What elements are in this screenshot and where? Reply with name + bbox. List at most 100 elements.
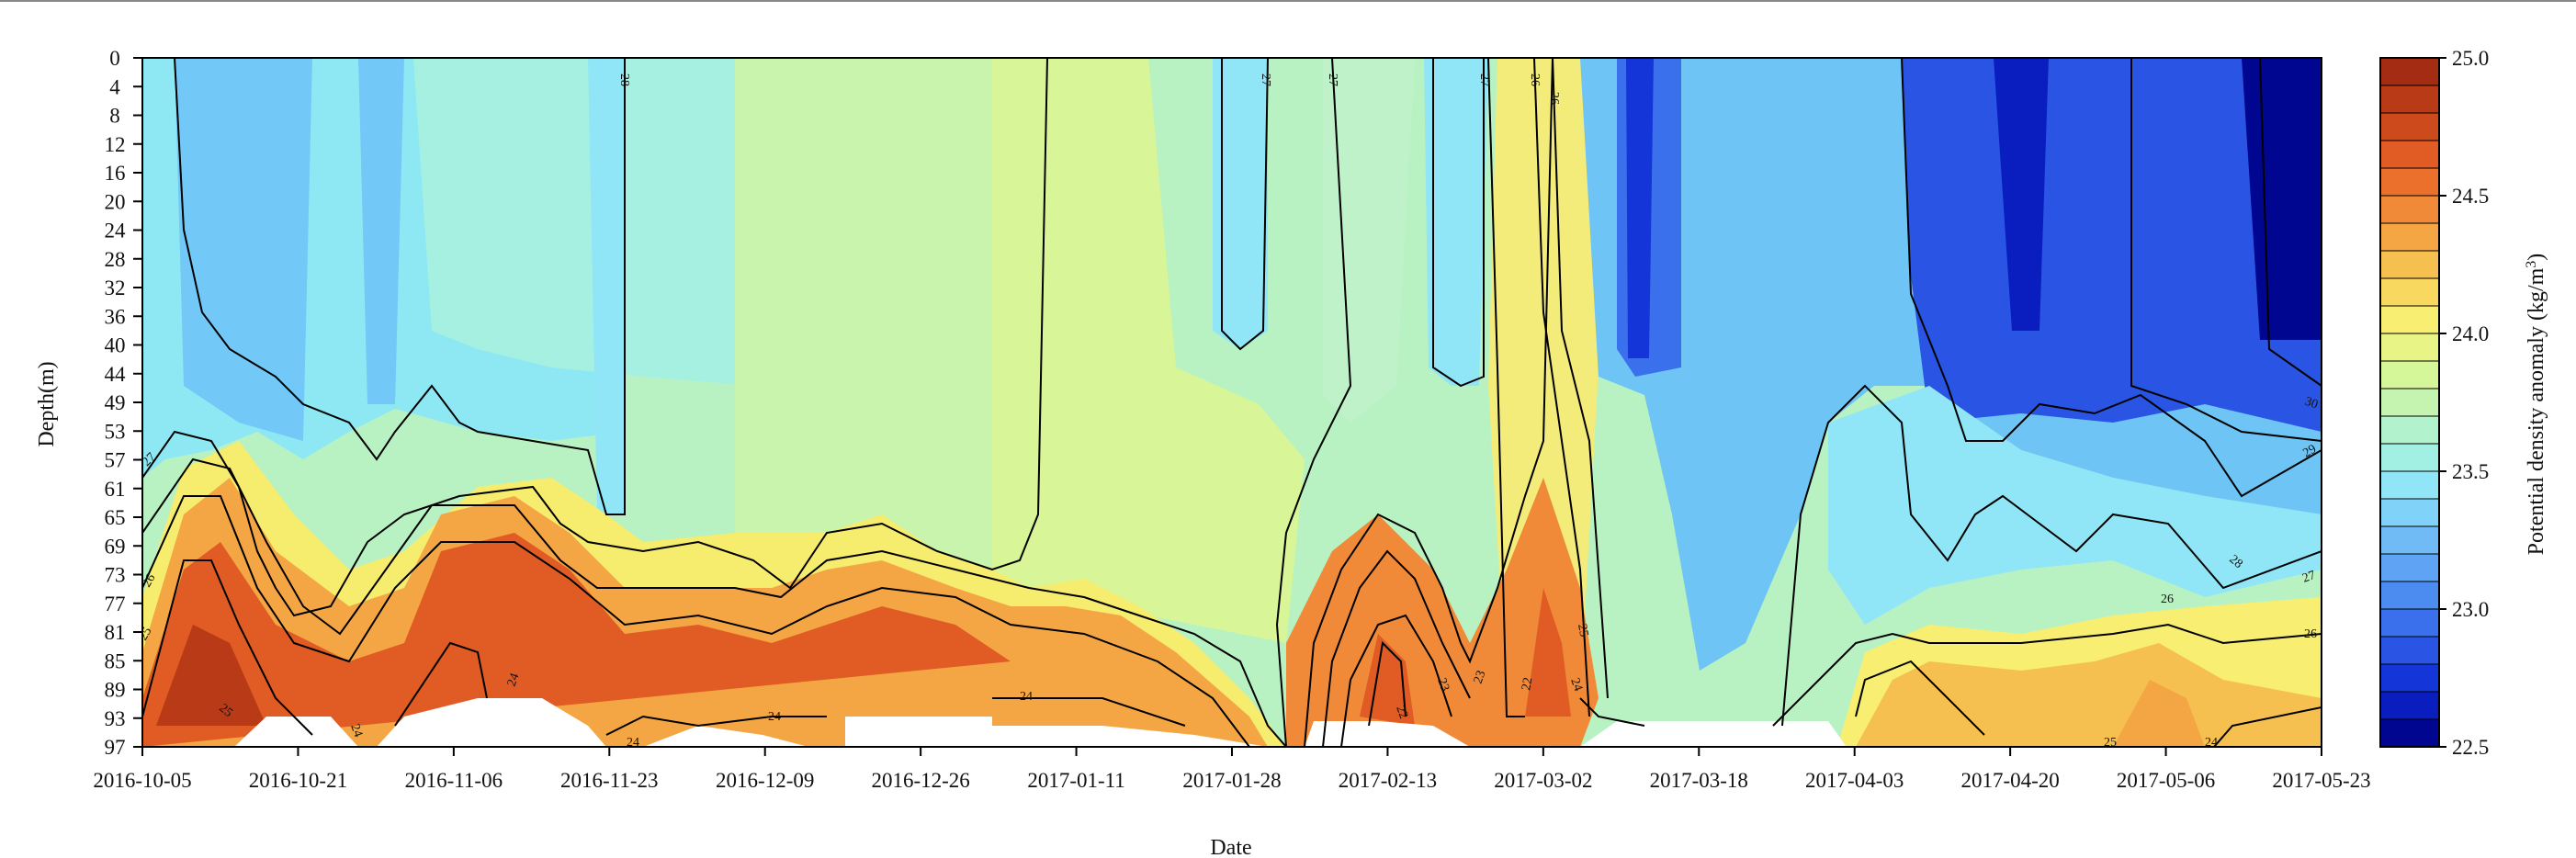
contour-label: 24	[2205, 736, 2218, 750]
x-tick-label: 2017-05-23	[2272, 769, 2370, 792]
colorbar-swatch	[2380, 306, 2439, 334]
contour-label: 23	[1472, 669, 1489, 685]
x-tick-label: 2016-12-09	[716, 769, 814, 792]
contour-label: 25	[2104, 736, 2117, 750]
nodata-patch-6	[1305, 721, 1470, 747]
y-tick-label: 0	[109, 47, 120, 70]
contour-line-6	[394, 641, 488, 727]
x-tick-label: 2016-12-26	[871, 769, 969, 792]
contour-line-8	[992, 697, 1186, 727]
region-cyan-strip-2	[1424, 58, 1488, 386]
y-tick-label: 44	[105, 363, 127, 386]
nodata-patch-1	[234, 717, 358, 747]
y-tick-label: 81	[105, 621, 126, 644]
region-cyan-strip-1	[1213, 58, 1268, 349]
colorbar-swatch	[2380, 609, 2439, 638]
x-tick-label: 2017-03-02	[1494, 769, 1592, 792]
y-tick-label: 49	[105, 391, 126, 414]
y-tick-label: 36	[105, 305, 126, 328]
region-blue-left-1	[175, 58, 312, 441]
contour-label: 28	[617, 73, 631, 86]
colorbar-tick-label: 25.0	[2452, 47, 2489, 70]
contour-line-12	[1322, 549, 1471, 747]
region-green-strip	[1323, 58, 1415, 423]
colorbar-swatch	[2380, 664, 2439, 693]
contour-line-16	[1487, 58, 1525, 717]
y-tick-label: 53	[105, 420, 126, 443]
contour-lines	[142, 58, 2322, 747]
x-tick-label: 2017-01-11	[1027, 769, 1124, 792]
region-teal-strip	[588, 58, 625, 514]
y-axis-title: Depth(m)	[35, 361, 59, 446]
y-tick-label: 24	[105, 220, 127, 243]
y-tick-label: 73	[105, 564, 126, 587]
y-tick-label: 69	[105, 535, 126, 558]
contour-line-22	[1781, 384, 2322, 727]
colorbar-swatch	[2380, 196, 2439, 224]
y-tick-label: 57	[105, 449, 126, 472]
colorbar-tick-label: 24.5	[2452, 185, 2489, 208]
contour-line-11	[1304, 58, 1554, 747]
contour-line-19	[1579, 697, 1645, 727]
x-tick-label: 2016-11-23	[560, 769, 658, 792]
colorbar-swatch	[2380, 361, 2439, 389]
contour-line-23	[1901, 58, 2322, 498]
colorbar-swatch	[2380, 554, 2439, 582]
x-tick-label: 2017-03-18	[1650, 769, 1748, 792]
colorbar-tick-label: 22.5	[2452, 736, 2489, 759]
colorbar-swatch	[2380, 637, 2439, 665]
contour-label: 24	[1020, 690, 1033, 704]
colorbar-swatch	[2380, 389, 2439, 417]
y-tick-label: 61	[105, 478, 126, 501]
contour-label: 27	[1259, 73, 1272, 86]
y-tick-label: 8	[109, 105, 120, 128]
contour-line-20	[1772, 623, 2322, 727]
contour-label: 22	[1520, 676, 1535, 691]
x-tick-label: 2017-02-13	[1339, 769, 1437, 792]
region-cyan-right	[1828, 386, 2322, 625]
colorbar-title: Potential density anomaly (kg/m3)	[2524, 254, 2549, 556]
x-tick-label: 2016-10-05	[93, 769, 191, 792]
colorbar-swatch	[2380, 141, 2439, 169]
contour-label: 27	[1326, 73, 1339, 86]
x-tick-label: 2017-01-28	[1182, 769, 1281, 792]
y-tick-label: 32	[105, 277, 126, 299]
contour-line-5	[142, 559, 313, 736]
x-tick-label: 2016-10-21	[249, 769, 347, 792]
colorbar-swatch	[2380, 333, 2439, 362]
colorbar-ticks: 22.5 23.0 23.5 24.0 24.5 25.0	[2439, 47, 2489, 759]
y-tick-label: 4	[109, 75, 120, 98]
region-red-bottom-mid-2	[1525, 588, 1571, 717]
contour-line-21	[1855, 660, 1985, 736]
contour-label: 30	[2303, 395, 2320, 412]
contour-label: 24	[347, 722, 365, 739]
y-tick-label: 97	[105, 736, 126, 759]
x-tick-label: 2017-04-20	[1960, 769, 2059, 792]
region-yellowgreen	[992, 58, 1305, 643]
contour-line-1	[174, 58, 626, 515]
y-tick-label: 93	[105, 707, 126, 730]
colorbar-swatch	[2380, 526, 2439, 555]
nodata-patch-5	[992, 726, 1268, 747]
region-orange-right-patch	[2113, 680, 2205, 747]
y-tick-label: 89	[105, 679, 126, 702]
y-tick-label: 12	[105, 133, 126, 156]
nodata-patch-7	[1580, 721, 1847, 747]
region-orange-bottom-right	[1856, 643, 2322, 747]
colorbar-title-sup: 3	[2524, 261, 2539, 268]
contour-line-25	[2259, 58, 2322, 387]
region-green-mid	[735, 58, 992, 588]
contour-label: 29	[2301, 442, 2320, 460]
colorbar-swatch	[2380, 223, 2439, 252]
colorbar-swatch	[2380, 251, 2439, 279]
contour-line-4	[142, 495, 1250, 747]
contour-label: 26	[1528, 73, 1542, 86]
colorbar-swatch	[2380, 85, 2439, 114]
contour-label: 25	[1575, 623, 1590, 638]
x-axis-title: Date	[1210, 836, 1251, 858]
contour-line-13	[1340, 614, 1452, 747]
contour-label: 23	[1434, 676, 1452, 693]
colorbar-tick-label: 23.0	[2452, 598, 2489, 621]
y-tick-label: 40	[105, 334, 126, 357]
contour-label: 27	[1477, 73, 1491, 86]
